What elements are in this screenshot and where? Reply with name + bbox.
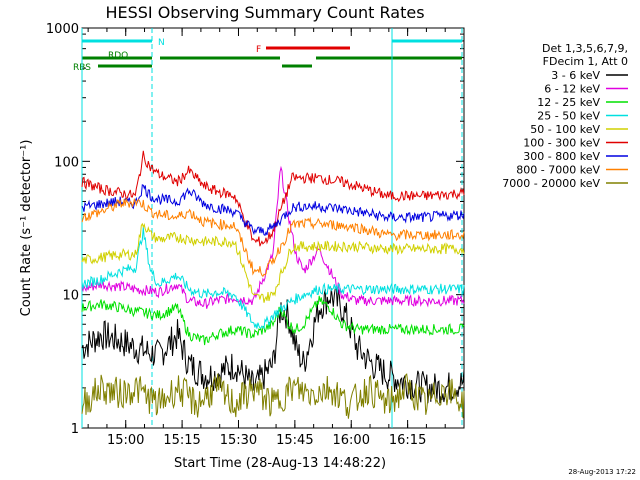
time-markers xyxy=(81,28,463,428)
chart-title: HESSI Observing Summary Count Rates xyxy=(105,3,424,22)
series-line xyxy=(81,150,465,247)
y-tick-label: 1000 xyxy=(46,22,79,37)
flag-rdo-label: RDO xyxy=(108,51,128,61)
y-axis-label: Count Rate (s⁻¹ detector⁻¹) xyxy=(19,140,34,317)
legend-label: 300 - 800 keV xyxy=(523,150,600,163)
series-line xyxy=(81,165,465,309)
flag-n-label: N xyxy=(158,38,165,48)
x-tick-label: 15:30 xyxy=(220,433,257,448)
footer-date: 28-Aug-2013 17:22 xyxy=(568,468,636,476)
series-line xyxy=(81,226,465,330)
legend-label: 3 - 6 keV xyxy=(551,69,600,82)
legend: Det 1,3,5,6,7,9, FDecim 1, Att 0 3 - 6 k… xyxy=(502,42,628,190)
series-lines xyxy=(81,150,465,419)
series-line xyxy=(81,295,465,346)
legend-label: 25 - 50 keV xyxy=(537,110,600,123)
x-tick-label: 16:15 xyxy=(389,433,426,448)
x-tick-label: 15:15 xyxy=(163,433,200,448)
legend-label: 12 - 25 keV xyxy=(537,96,600,109)
y-tick-label: 1 xyxy=(71,422,79,437)
legend-label: 50 - 100 keV xyxy=(530,123,600,136)
series-line xyxy=(81,222,465,303)
series-line xyxy=(81,373,465,419)
legend-label: 7000 - 20000 keV xyxy=(502,177,600,190)
x-tick-label: 15:00 xyxy=(107,433,144,448)
series-line xyxy=(81,198,465,278)
x-axis: 15:00 15:15 15:30 15:45 16:00 16:15 xyxy=(87,28,465,448)
y-tick-label: 100 xyxy=(54,155,79,170)
legend-header-line: FDecim 1, Att 0 xyxy=(543,55,628,68)
legend-label: 100 - 300 keV xyxy=(523,137,600,150)
x-axis-label: Start Time (28-Aug-13 14:48:22) xyxy=(174,456,386,471)
y-tick-label: 10 xyxy=(62,289,79,304)
legend-label: 6 - 12 keV xyxy=(544,83,600,96)
legend-header-line: Det 1,3,5,6,7,9, xyxy=(542,42,628,55)
flag-f-label: F xyxy=(256,45,261,55)
y-axis: 1 10 100 1000 xyxy=(46,22,464,437)
x-tick-label: 16:00 xyxy=(333,433,370,448)
series-line xyxy=(81,286,465,404)
legend-label: 800 - 7000 keV xyxy=(516,164,600,177)
flag-bars: N F RDO RBS xyxy=(73,38,462,73)
series-line xyxy=(81,184,465,237)
x-tick-label: 15:45 xyxy=(276,433,313,448)
